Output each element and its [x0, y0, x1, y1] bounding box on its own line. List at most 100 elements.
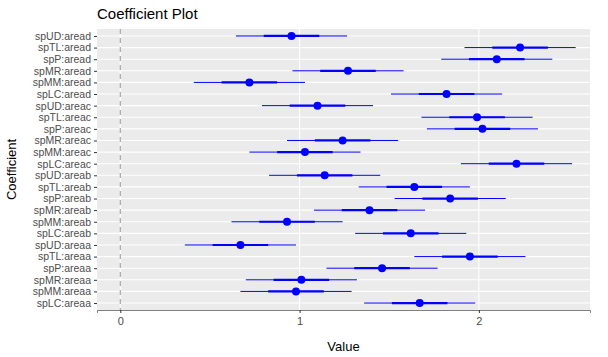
tick-label: spP:aread [43, 53, 91, 65]
tick-label: spTL:areaa [38, 250, 91, 262]
grid-line [97, 175, 590, 176]
tick: 2 [476, 310, 482, 327]
tick: 1 [297, 310, 303, 327]
point-estimate [292, 287, 300, 295]
grid-line [97, 268, 590, 269]
tick: spP:areab [43, 192, 97, 204]
grid-line [97, 105, 590, 106]
grid-line [97, 210, 590, 211]
point-estimate [512, 160, 520, 168]
chart: 012spUD:areadspTL:areadspP:areadspMR:are… [0, 0, 608, 357]
point-estimate [245, 78, 253, 86]
point-estimate [478, 125, 486, 133]
tick-label: spMR:areac [34, 134, 91, 146]
tick-label: 0 [118, 315, 124, 327]
tick: spP:areac [44, 123, 97, 135]
tick: spMR:areab [34, 204, 97, 216]
tick: spMR:aread [34, 65, 97, 77]
grid-line [97, 35, 590, 36]
grid-line [97, 59, 590, 60]
tick-mark [94, 106, 97, 107]
grid-line [97, 291, 590, 292]
point-estimate [466, 253, 474, 261]
tick: spUD:areaa [35, 239, 97, 251]
tick: spLC:areab [37, 227, 97, 239]
tick-mark [94, 257, 97, 258]
tick-label: spMR:areaa [34, 274, 91, 286]
tick-mark [94, 94, 97, 95]
tick-label: spLC:areac [37, 158, 91, 170]
tick: spLC:areaa [37, 297, 97, 309]
tick-mark [94, 291, 97, 292]
tick-label: spLC:aread [37, 88, 91, 100]
tick: spMM:areac [33, 146, 97, 158]
tick: spTL:areab [38, 181, 97, 193]
tick: spUD:areac [36, 99, 97, 111]
grid-line [97, 82, 590, 83]
tick-label: spUD:areaa [35, 239, 91, 251]
tick-mark [94, 210, 97, 211]
point-estimate [446, 195, 454, 203]
x-axis-title: Value [327, 339, 359, 354]
grid-line [97, 244, 590, 245]
grid-line [97, 233, 590, 234]
point-estimate [339, 136, 347, 144]
tick-mark [479, 310, 480, 313]
point-estimate [378, 264, 386, 272]
grid-line [97, 279, 590, 280]
tick-mark [300, 310, 301, 313]
tick: spTL:areac [38, 111, 97, 123]
y-axis: spUD:areadspTL:areadspP:areadspMR:areads… [33, 30, 97, 309]
point-estimate [301, 148, 309, 156]
tick: spMR:areac [34, 134, 97, 146]
tick-label: spP:areaa [43, 262, 91, 274]
tick-mark [94, 36, 97, 37]
point-estimate [516, 44, 524, 52]
point-estimate [365, 206, 373, 214]
tick-label: spUD:aread [35, 30, 91, 42]
tick-mark [120, 310, 121, 313]
grid-line [97, 70, 590, 71]
point-estimate [314, 102, 322, 110]
grid-line [97, 152, 590, 153]
point-estimate [410, 183, 418, 191]
tick-label: spTL:aread [38, 41, 91, 53]
tick-label: 1 [297, 315, 303, 327]
axis-line [98, 311, 591, 314]
point-estimate [407, 229, 415, 237]
tick-label: spLC:areaa [37, 297, 91, 309]
tick-label: spLC:areab [37, 227, 91, 239]
grid-line [97, 128, 590, 129]
grid-line [97, 221, 590, 222]
point-estimate [443, 90, 451, 98]
tick-mark [94, 82, 97, 83]
tick: spTL:aread [38, 41, 97, 53]
tick: spLC:areac [37, 158, 97, 170]
point-estimate [493, 55, 501, 63]
point-estimate [283, 218, 291, 226]
tick-mark [94, 71, 97, 72]
point-estimate [416, 299, 424, 307]
grid-line [97, 198, 590, 199]
grid [97, 29, 590, 310]
tick-label: spMM:aread [33, 76, 92, 88]
x-axis: 0 1 2 [98, 310, 591, 327]
tick-label: spMM:areac [33, 146, 91, 158]
tick-label: spMR:areab [34, 204, 91, 216]
tick-mark [94, 303, 97, 304]
tick: spUD:areab [35, 169, 97, 181]
tick-mark [94, 233, 97, 234]
point-estimate [473, 113, 481, 121]
tick: spTL:areaa [38, 250, 97, 262]
tick-mark [94, 48, 97, 49]
point-estimate [344, 67, 352, 75]
grid-line [97, 256, 590, 257]
tick-mark [94, 164, 97, 165]
tick-mark [94, 59, 97, 60]
tick-label: spP:areac [44, 123, 91, 135]
tick-mark [94, 152, 97, 153]
tick: spMR:areaa [34, 274, 97, 286]
point-estimate [288, 32, 296, 40]
tick-mark [94, 117, 97, 118]
point-estimate [321, 171, 329, 179]
